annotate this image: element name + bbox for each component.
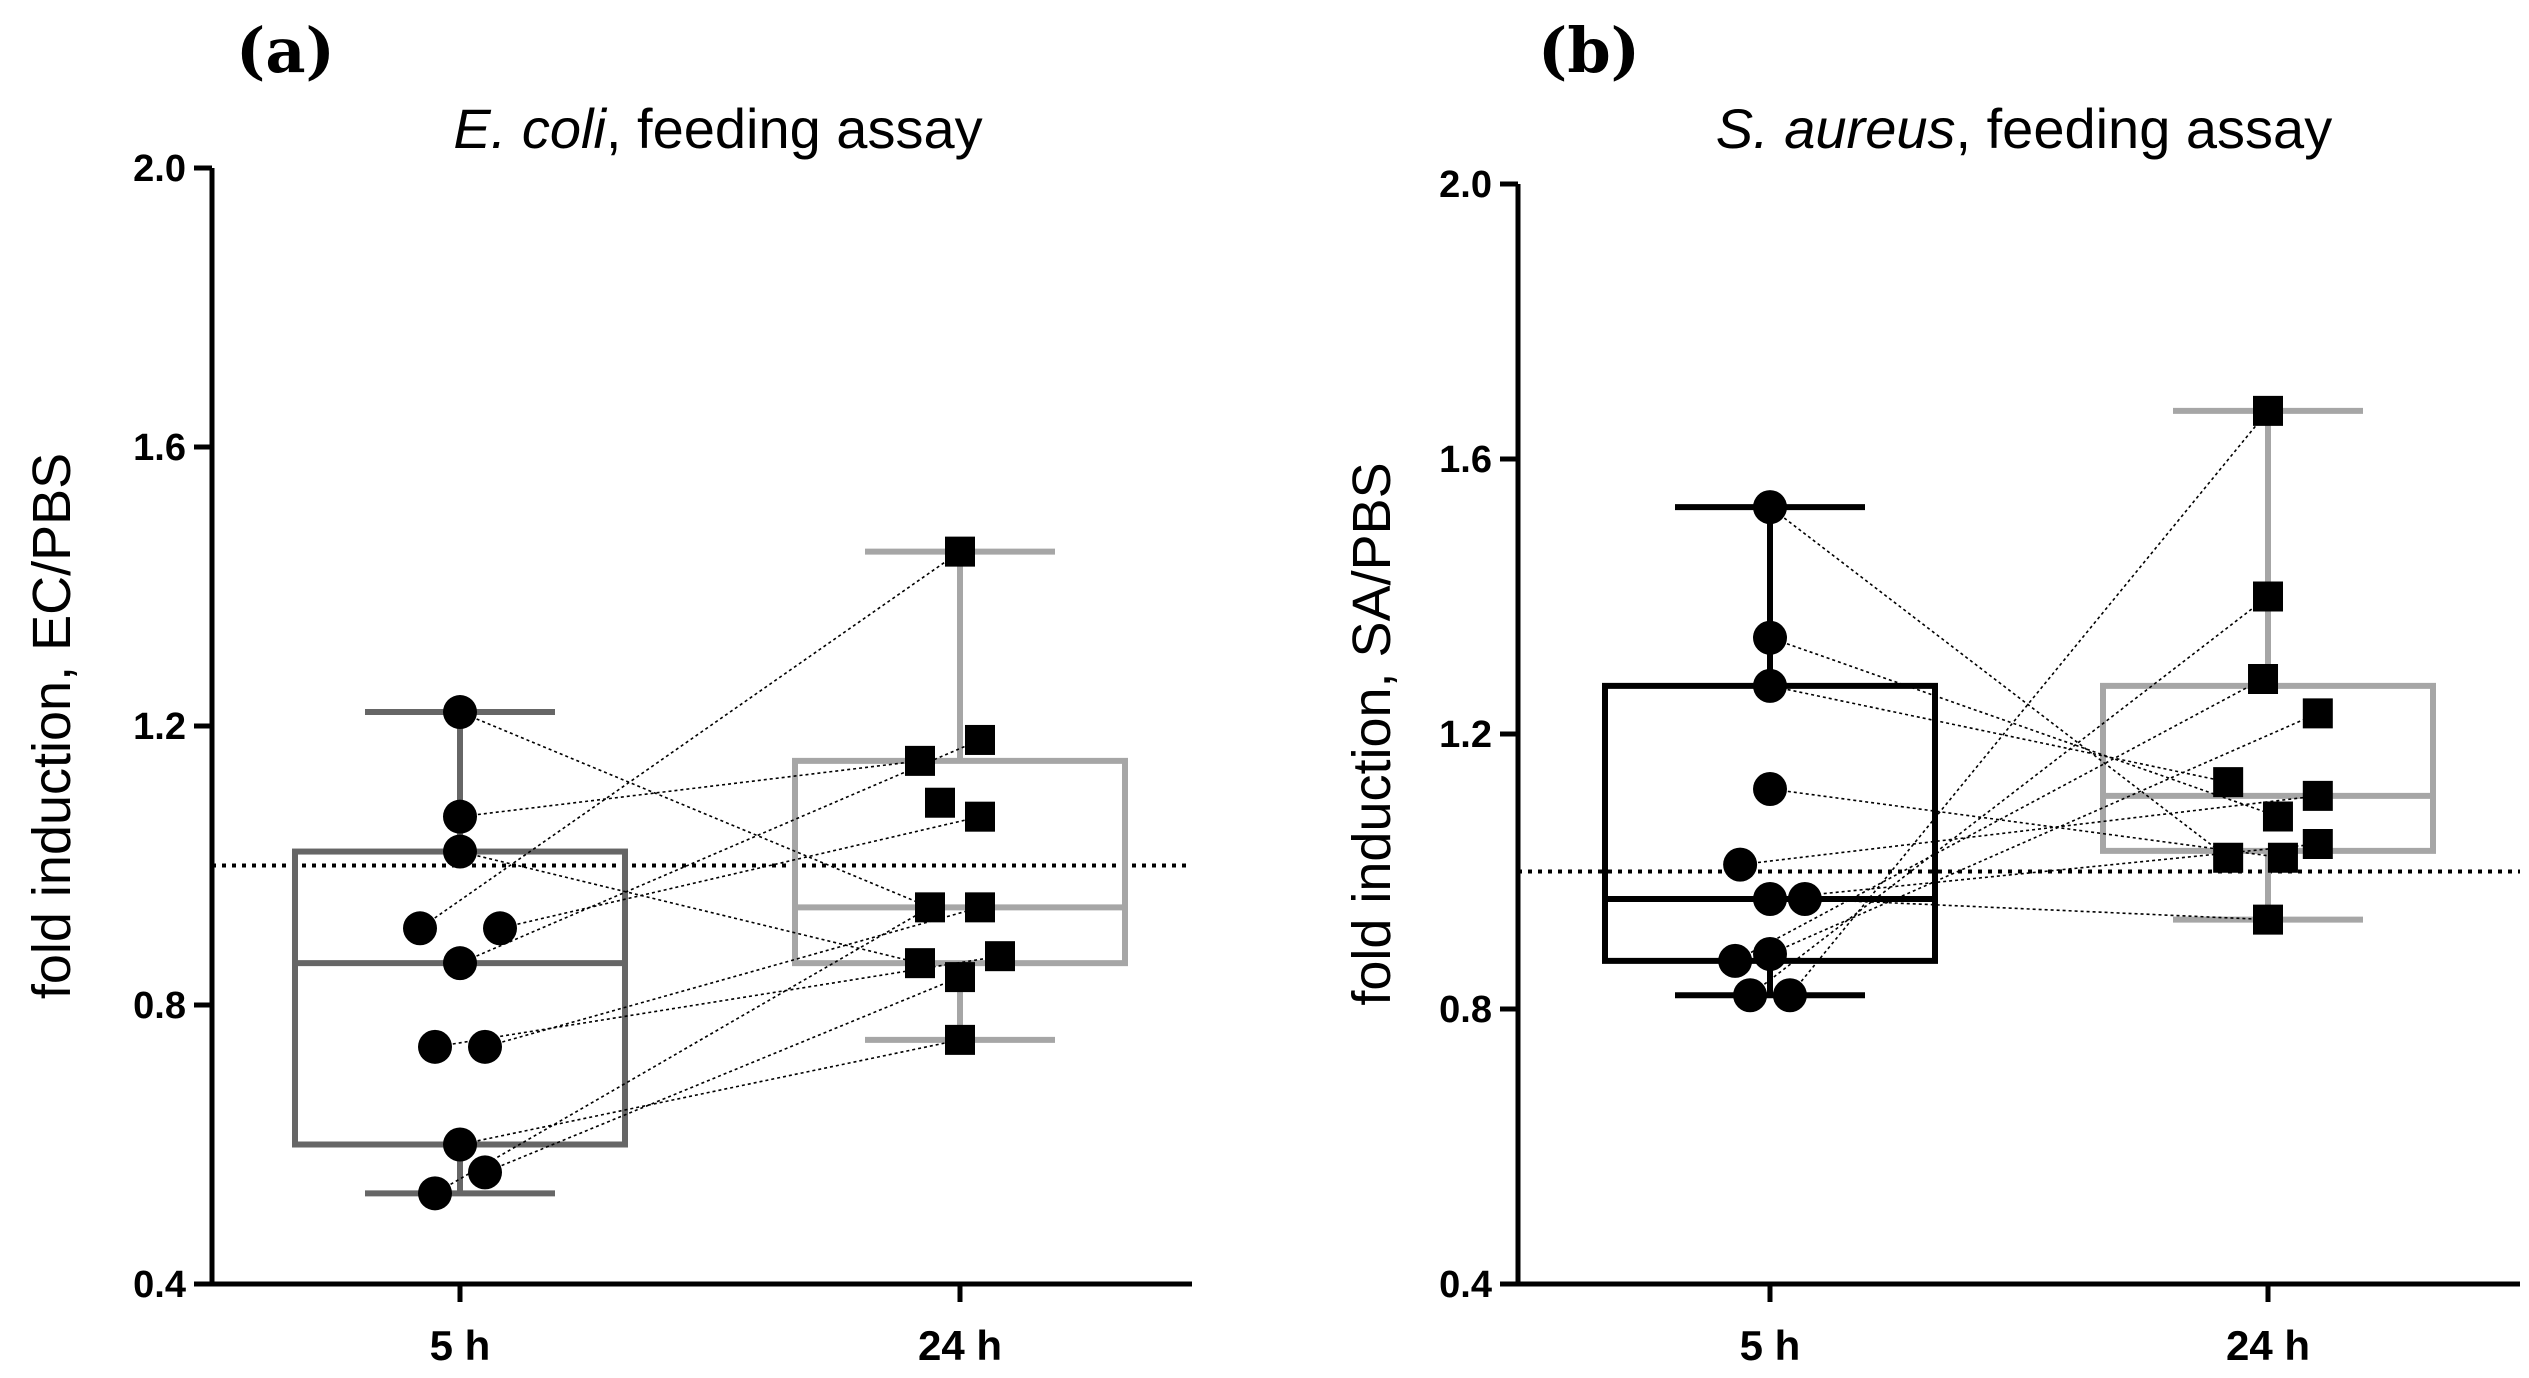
title-species: E. coli <box>453 97 607 160</box>
pair-line <box>1749 595 2269 996</box>
data-point-5h <box>443 834 477 869</box>
data-point-5h <box>1723 847 1758 882</box>
data-point-24h <box>985 941 1015 972</box>
data-point-5h <box>1787 882 1822 916</box>
data-point-24h <box>2302 829 2333 859</box>
title-rest: , feeding assay <box>1956 97 2333 160</box>
data-point-5h <box>483 911 517 946</box>
data-point-24h <box>925 787 955 818</box>
data-point-5h <box>1718 943 1753 978</box>
pair-line <box>434 906 931 1195</box>
y-tick-label: 2.0 <box>133 148 186 190</box>
y-axis-label: fold induction, SA/PBS <box>1342 462 1402 1005</box>
data-point-5h <box>418 1176 452 1211</box>
data-point-24h <box>905 948 935 979</box>
pair-line <box>1769 712 2319 955</box>
data-point-5h <box>443 695 477 730</box>
box-iqr <box>292 848 628 1148</box>
data-point-5h <box>1772 978 1807 1013</box>
pair-line <box>484 976 961 1174</box>
data-point-24h <box>965 724 995 755</box>
y-tick-label: 1.2 <box>1439 714 1492 756</box>
y-tick-label: 1.6 <box>1439 439 1492 481</box>
data-point-24h <box>915 892 945 923</box>
y-tick-label: 0.8 <box>1439 989 1492 1031</box>
pair-line <box>1789 410 2269 996</box>
data-point-24h <box>905 745 935 776</box>
pair-line <box>1734 678 2264 962</box>
y-tick-label: 1.2 <box>133 706 186 748</box>
chart-title: E. coli, feeding assay <box>453 97 982 160</box>
data-point-24h <box>2267 842 2298 873</box>
data-point-5h <box>468 1155 502 1190</box>
panel-label: (b) <box>1538 14 1640 87</box>
data-point-5h <box>1753 772 1787 806</box>
data-point-5h <box>1753 620 1787 655</box>
data-point-5h <box>443 799 477 834</box>
panel-b: (b) S. aureus, feeding assay fold inductio… <box>1342 14 2520 1369</box>
data-point-5h <box>418 1029 452 1064</box>
data-point-5h <box>1733 978 1768 1013</box>
data-point-24h <box>2253 904 2283 935</box>
data-point-24h <box>2262 801 2293 832</box>
box-iqr <box>1602 682 1938 964</box>
title-rest: , feeding assay <box>606 97 983 160</box>
panel-a: (a) E. coli, feeding assay fold induction,… <box>22 14 1192 1369</box>
data-point-24h <box>2302 698 2333 729</box>
pair-line <box>1769 636 2279 818</box>
y-tick-label: 2.0 <box>1439 164 1492 206</box>
x-tick-label: 24 h <box>2226 1322 2310 1369</box>
data-point-24h <box>2248 664 2279 694</box>
pair-line <box>1804 898 2269 921</box>
data-point-24h <box>945 1024 975 1055</box>
x-tick-label: 24 h <box>918 1322 1002 1369</box>
x-tick-label: 5 h <box>430 1322 491 1369</box>
pair-line <box>459 739 981 964</box>
data-point-24h <box>945 962 975 993</box>
y-tick-label: 1.6 <box>133 427 186 469</box>
data-point-5h <box>468 1029 502 1064</box>
y-tick-label: 0.4 <box>133 1264 186 1306</box>
pair-line <box>1769 685 2229 783</box>
pair-line <box>419 550 961 929</box>
data-point-24h <box>2302 780 2333 811</box>
y-tick-label: 0.4 <box>1439 1264 1492 1306</box>
pair-line <box>1740 795 2318 866</box>
data-point-5h <box>443 946 477 981</box>
y-tick-label: 0.8 <box>133 985 186 1027</box>
title-species: S. aureus <box>1716 97 1956 160</box>
data-point-24h <box>2253 395 2283 426</box>
pair-line <box>459 850 921 964</box>
data-point-24h <box>965 801 995 832</box>
pair-line <box>1769 788 2284 859</box>
y-axis-label: fold induction, EC/PBS <box>22 453 82 999</box>
data-point-24h <box>2253 581 2283 612</box>
chart-title: S. aureus, feeding assay <box>1716 97 2332 160</box>
pair-line <box>459 711 931 909</box>
pair-line <box>499 815 981 930</box>
data-point-24h <box>965 892 995 923</box>
box-5h <box>1602 504 1938 999</box>
pair-line <box>459 1039 961 1146</box>
data-point-5h <box>1753 882 1787 916</box>
data-point-24h <box>945 536 975 567</box>
data-point-5h <box>1753 490 1787 525</box>
pair-line <box>459 760 921 818</box>
pair-line <box>484 906 981 1048</box>
x-tick-label: 5 h <box>1740 1322 1801 1369</box>
data-point-5h <box>403 911 437 946</box>
panel-label: (a) <box>236 14 335 87</box>
data-point-24h <box>2213 842 2244 873</box>
data-point-24h <box>2213 767 2244 798</box>
data-point-5h <box>443 1127 477 1162</box>
box-iqr <box>792 757 1128 967</box>
data-point-5h <box>1753 668 1787 703</box>
data-point-5h <box>1753 937 1787 971</box>
pair-line <box>1769 506 2229 859</box>
